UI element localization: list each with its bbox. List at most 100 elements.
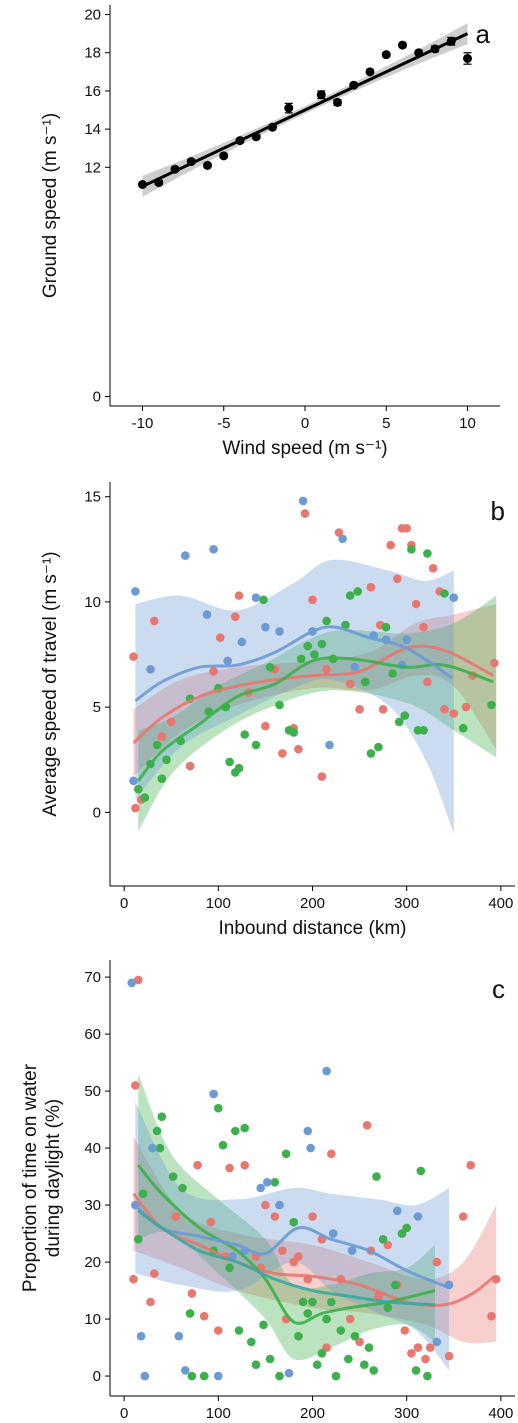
data-point — [199, 1371, 209, 1381]
x-tick-label: 0 — [120, 1405, 128, 1422]
data-point — [378, 1235, 388, 1244]
data-point — [425, 1343, 435, 1352]
data-point — [136, 1331, 146, 1341]
data-point — [251, 740, 261, 750]
data-point — [336, 1326, 346, 1335]
data-point — [157, 732, 167, 741]
data-point — [187, 1371, 197, 1381]
data-point — [393, 574, 402, 584]
data-point — [364, 1343, 374, 1352]
data-point — [152, 1126, 162, 1136]
data-point — [223, 656, 232, 666]
data-point — [289, 1257, 299, 1267]
data-point — [289, 1217, 299, 1227]
y-axis-label-line: during daylight (%) — [43, 1099, 64, 1257]
y-axis-label: Ground speed (m s⁻¹) — [40, 113, 61, 298]
data-point — [303, 1126, 313, 1136]
data-point — [381, 622, 391, 632]
y-tick-label: 70 — [84, 969, 101, 986]
data-point — [275, 627, 284, 636]
data-point — [391, 1280, 400, 1290]
data-point — [278, 749, 287, 758]
data-point — [134, 975, 143, 985]
data-point — [225, 1263, 234, 1273]
data-point — [270, 1178, 280, 1187]
data-point — [251, 132, 261, 142]
data-point — [231, 612, 240, 621]
data-point — [162, 755, 171, 765]
data-point — [378, 705, 388, 714]
data-point — [308, 1212, 317, 1221]
data-point — [331, 1371, 341, 1381]
y-axis-label: Average speed of travel (m s⁻¹) — [40, 551, 61, 816]
y-tick-label: 10 — [84, 594, 101, 611]
data-point — [381, 50, 391, 60]
panel-c-time-on-water-vs-inbound-distance: 0100200300400010203040506070Inbound dist… — [20, 960, 515, 1422]
data-point — [423, 549, 432, 558]
data-point — [327, 1149, 336, 1159]
data-point — [463, 53, 472, 63]
confidence-band — [138, 595, 497, 832]
data-point — [219, 151, 229, 161]
data-point — [317, 639, 327, 649]
data-point — [333, 97, 342, 107]
data-point — [411, 1366, 421, 1375]
data-point — [328, 1229, 338, 1238]
data-point — [261, 622, 270, 632]
data-point — [231, 1126, 240, 1136]
data-point — [214, 1326, 223, 1335]
data-point — [400, 1326, 410, 1335]
data-point — [129, 652, 138, 661]
panel-b-average-speed-vs-inbound-distance: 0 100 200 300 400 0 5 10 15 Inbound distance (km)… — [40, 482, 515, 939]
data-point — [298, 496, 308, 506]
data-point — [458, 723, 468, 733]
data-point — [127, 978, 136, 988]
data-point — [218, 1140, 228, 1150]
data-point — [386, 540, 396, 550]
data-point — [327, 1297, 336, 1307]
data-point — [138, 179, 147, 189]
data-point — [150, 616, 159, 626]
data-point — [458, 1212, 468, 1221]
data-point — [187, 1289, 197, 1298]
y-tick-label: 0 — [93, 1368, 101, 1385]
y-tick-label: 20 — [84, 1254, 101, 1271]
data-point — [202, 610, 212, 619]
data-point — [303, 641, 313, 651]
data-point — [341, 620, 350, 630]
x-tick-label: 100 — [206, 1405, 231, 1422]
y-tick-label: 0 — [93, 388, 101, 405]
data-point — [294, 1252, 303, 1261]
data-point — [284, 1368, 294, 1378]
x-tick-label: 200 — [300, 1405, 325, 1422]
data-point — [316, 90, 326, 100]
data-point — [237, 637, 247, 647]
data-point — [259, 1320, 268, 1330]
y-tick-label: 30 — [84, 1197, 101, 1214]
data-point — [134, 784, 143, 794]
data-point — [209, 667, 218, 676]
data-point — [338, 534, 347, 544]
data-point — [256, 1183, 266, 1193]
data-point — [347, 1246, 357, 1255]
data-point — [150, 1269, 159, 1278]
data-point — [166, 717, 176, 727]
x-tick-label: 0 — [301, 415, 309, 432]
data-point — [487, 700, 496, 710]
data-point — [146, 665, 155, 674]
data-point — [234, 763, 244, 773]
data-point — [397, 1229, 407, 1238]
data-point — [421, 1354, 430, 1364]
data-point — [193, 1160, 202, 1170]
y-tick-label: 14 — [84, 121, 101, 138]
data-point — [214, 1103, 223, 1113]
data-point — [350, 1331, 360, 1341]
data-point — [366, 749, 376, 758]
data-point — [402, 1223, 412, 1233]
data-point — [466, 1160, 476, 1170]
y-tick-label: 40 — [84, 1140, 101, 1157]
data-point — [275, 1200, 284, 1210]
x-axis-label: Wind speed (m s⁻¹) — [222, 438, 387, 459]
data-point — [171, 1212, 181, 1221]
